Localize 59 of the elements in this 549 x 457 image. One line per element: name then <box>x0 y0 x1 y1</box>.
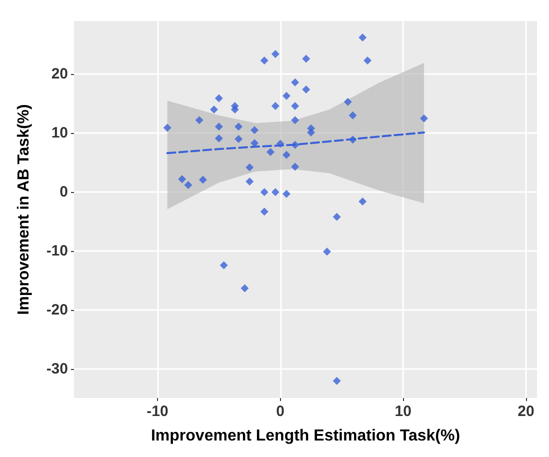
point <box>276 140 284 148</box>
point <box>291 140 300 149</box>
point <box>282 92 290 100</box>
point <box>344 98 352 106</box>
point <box>271 102 280 110</box>
point <box>260 208 268 216</box>
point <box>214 134 223 142</box>
x-tick-label: 10 <box>394 403 412 420</box>
point <box>214 122 223 131</box>
y-tick-label: -30 <box>46 360 68 378</box>
y-axis-title: Improvement in AB Task(%) <box>16 104 32 315</box>
point <box>348 136 357 144</box>
point <box>420 114 428 122</box>
point <box>332 212 341 221</box>
point <box>282 190 290 198</box>
point <box>291 116 300 124</box>
point <box>234 134 243 143</box>
point <box>302 54 310 63</box>
x-tick-label: 20 <box>518 403 534 420</box>
point <box>302 85 310 94</box>
point <box>332 376 341 385</box>
point <box>266 148 274 156</box>
point <box>220 261 228 270</box>
line-series <box>166 132 426 154</box>
x-axis-title: Improvement Length Estimation Task(%) <box>150 428 460 444</box>
y-tick-label: 0 <box>60 184 68 201</box>
y-tick-label: -20 <box>46 302 68 319</box>
point <box>198 176 207 184</box>
x-tick-label: -10 <box>146 403 168 420</box>
point <box>348 111 357 120</box>
x-tick-label: 0 <box>276 403 284 420</box>
point <box>178 175 186 184</box>
point <box>234 122 243 131</box>
point <box>291 102 300 110</box>
point <box>358 198 367 206</box>
y-tick-label: -10 <box>46 242 68 260</box>
point <box>271 188 280 196</box>
point <box>271 50 280 58</box>
point <box>364 56 372 65</box>
point <box>291 162 300 171</box>
point <box>291 78 300 86</box>
point <box>246 163 254 172</box>
point <box>358 34 367 42</box>
y-tick-label: 10 <box>51 124 68 142</box>
point <box>184 181 192 190</box>
point <box>240 284 249 292</box>
y-tick-label: 20 <box>51 66 68 83</box>
point <box>282 150 290 159</box>
point <box>322 248 331 256</box>
point <box>307 128 316 137</box>
point <box>230 106 239 114</box>
point <box>260 56 268 65</box>
point <box>210 106 218 114</box>
point <box>195 116 204 124</box>
point <box>250 126 259 134</box>
point <box>214 94 223 102</box>
point <box>246 177 254 186</box>
point <box>163 124 172 132</box>
point <box>260 188 268 196</box>
